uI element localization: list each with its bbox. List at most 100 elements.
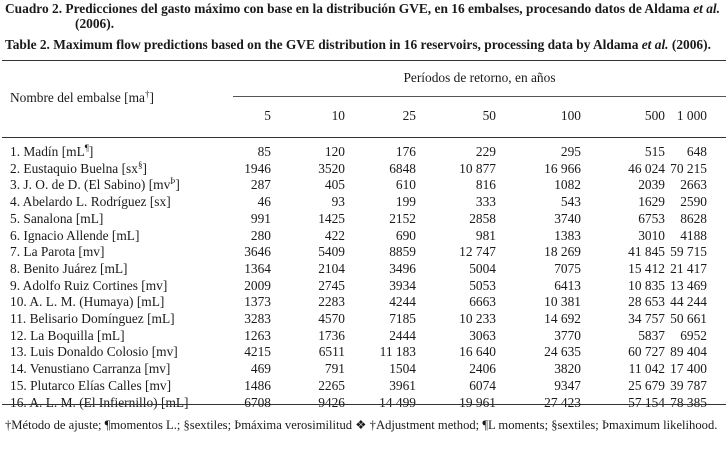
- flow-value: 1629: [638, 194, 665, 210]
- flow-value: 176: [395, 144, 416, 159]
- flow-value: 11 042: [628, 361, 665, 377]
- flow-value: 10 233: [459, 311, 496, 326]
- flow-value: 27 423: [544, 394, 581, 410]
- flow-value: 10 835: [628, 277, 665, 293]
- reservoir-name: 3. J. O. de D. (El Sabino) [mvÞ]: [10, 176, 180, 193]
- flow-value: 515: [644, 144, 665, 159]
- period-header-2: 25: [402, 108, 416, 123]
- flow-value: 3283: [244, 311, 271, 326]
- reservoir-name: 12. La Boquilla [mL]: [10, 327, 125, 343]
- reservoir-name: 2. Eustaquio Buelna [sx§]: [10, 159, 147, 176]
- reservoir-name: 8. Benito Juárez [mL]: [10, 260, 128, 276]
- table-row: 6. Ignacio Allende [mL] 280 422 690 981 1383 3…: [0, 228, 728, 244]
- flow-value: 3934: [389, 277, 416, 293]
- table-footnote: †Método de ajuste; ¶momentos L.; §sextil…: [5, 418, 718, 432]
- flow-value: 1946: [244, 160, 271, 176]
- table-bottom-rule: [2, 404, 726, 405]
- flow-value: 11 183: [379, 344, 416, 360]
- flow-value: 6952: [680, 327, 707, 343]
- table-row: 2. Eustaquio Buelna [sx§] 1946 3520 6848 10 …: [0, 159, 728, 177]
- flow-value: 5053: [469, 277, 496, 293]
- flow-value: 16 640: [459, 344, 496, 360]
- flow-value: 19 961: [459, 394, 496, 410]
- reservoir-name: 7. La Parota [mv]: [10, 244, 105, 260]
- table-row: 1. Madín [mL¶] 85 120 176 229 295 515 648: [0, 144, 728, 160]
- flow-value: 1504: [389, 361, 416, 377]
- flow-value: 14 499: [379, 394, 416, 410]
- flow-value: 3646: [244, 244, 271, 260]
- reservoir-name: 5. Sanalona [mL]: [10, 210, 104, 226]
- flow-value: 60 727: [628, 344, 665, 360]
- period-header-1: 10: [331, 108, 345, 123]
- flow-value: 9426: [318, 394, 345, 410]
- column-header-reservoir: Nombre del embalse [ma†]: [10, 89, 154, 106]
- period-header-4: 100: [560, 108, 581, 123]
- flow-value: 2590: [680, 194, 707, 210]
- flow-value: 6708: [244, 394, 271, 410]
- flow-value: 59 715: [670, 244, 707, 260]
- reservoir-name: 15. Plutarco Elías Calles [mv]: [10, 377, 172, 393]
- flow-value: 648: [686, 144, 707, 159]
- flow-value: 2152: [389, 210, 416, 226]
- flow-value: 6753: [638, 210, 665, 226]
- flow-value: 16 966: [544, 160, 581, 176]
- flow-value: 4215: [244, 344, 271, 360]
- flow-value: 39 787: [670, 377, 707, 393]
- reservoir-name: 10. A. L. M. (Humaya) [mL]: [10, 294, 165, 310]
- flow-value: 3961: [389, 377, 416, 393]
- flow-value: 4244: [389, 294, 416, 310]
- reservoir-name: 14. Venustiano Carranza [mv]: [10, 361, 171, 377]
- flow-value: 46: [257, 194, 271, 210]
- flow-value: 89 404: [670, 344, 707, 360]
- period-header-6: 1 000: [676, 108, 707, 123]
- flow-value: 6074: [469, 377, 496, 393]
- flow-value: 2444: [389, 327, 416, 343]
- reservoir-name: 16. A. L. M. (El Infiernillo) [mL]: [10, 394, 189, 410]
- caption-spanish-continued: (2006).: [75, 16, 115, 31]
- flow-value: 280: [250, 227, 271, 243]
- flow-value: 3010: [638, 227, 665, 243]
- flow-value: 287: [250, 177, 271, 193]
- flow-value: 2265: [318, 377, 345, 393]
- flow-value: 422: [324, 227, 345, 243]
- flow-value: 3740: [554, 210, 581, 226]
- flow-value: 1373: [244, 294, 271, 310]
- flow-value: 1263: [244, 327, 271, 343]
- period-header-5: 500: [644, 108, 665, 123]
- reservoir-name: 13. Luis Donaldo Colosio [mv]: [10, 344, 178, 360]
- table-row: 9. Adolfo Ruiz Cortines [mv] 2009 2745 3934…: [0, 278, 728, 294]
- flow-value: 469: [250, 361, 271, 377]
- flow-value: 2858: [469, 210, 496, 226]
- flow-value: 3520: [318, 160, 345, 176]
- flow-value: 981: [475, 227, 496, 243]
- flow-value: 1486: [244, 377, 271, 393]
- flow-value: 8628: [680, 210, 707, 226]
- flow-value: 2283: [318, 294, 345, 310]
- flow-value: 2663: [680, 177, 707, 193]
- flow-value: 229: [475, 144, 496, 159]
- flow-value: 6511: [318, 344, 345, 360]
- flow-value: 85: [257, 144, 271, 159]
- flow-value: 13 469: [670, 277, 707, 293]
- flow-value: 7075: [554, 260, 581, 276]
- table-row: 15. Plutarco Elías Calles [mv] 1486 2265 39…: [0, 378, 728, 394]
- table-row: 8. Benito Juárez [mL] 1364 2104 3496 5004 707…: [0, 261, 728, 277]
- flow-value: 6663: [469, 294, 496, 310]
- flow-value: 2406: [469, 361, 496, 377]
- flow-value: 7185: [389, 311, 416, 326]
- flow-value: 4188: [680, 227, 707, 243]
- flow-value: 405: [324, 177, 345, 193]
- flow-value: 44 244: [670, 294, 707, 310]
- flow-value: 199: [395, 194, 416, 210]
- period-header-0: 5: [264, 108, 271, 123]
- flow-value: 8859: [389, 244, 416, 260]
- flow-value: 57 154: [628, 394, 665, 410]
- column-group-return-periods: Períodos de retorno, en años: [403, 70, 556, 85]
- table-row: 12. La Boquilla [mL] 1263 1736 2444 3063 3770…: [0, 328, 728, 344]
- flow-value: 791: [324, 361, 345, 377]
- flow-value: 5004: [469, 260, 496, 276]
- flow-value: 1082: [554, 177, 581, 193]
- flow-value: 78 385: [670, 394, 707, 410]
- flow-value: 10 877: [459, 160, 496, 176]
